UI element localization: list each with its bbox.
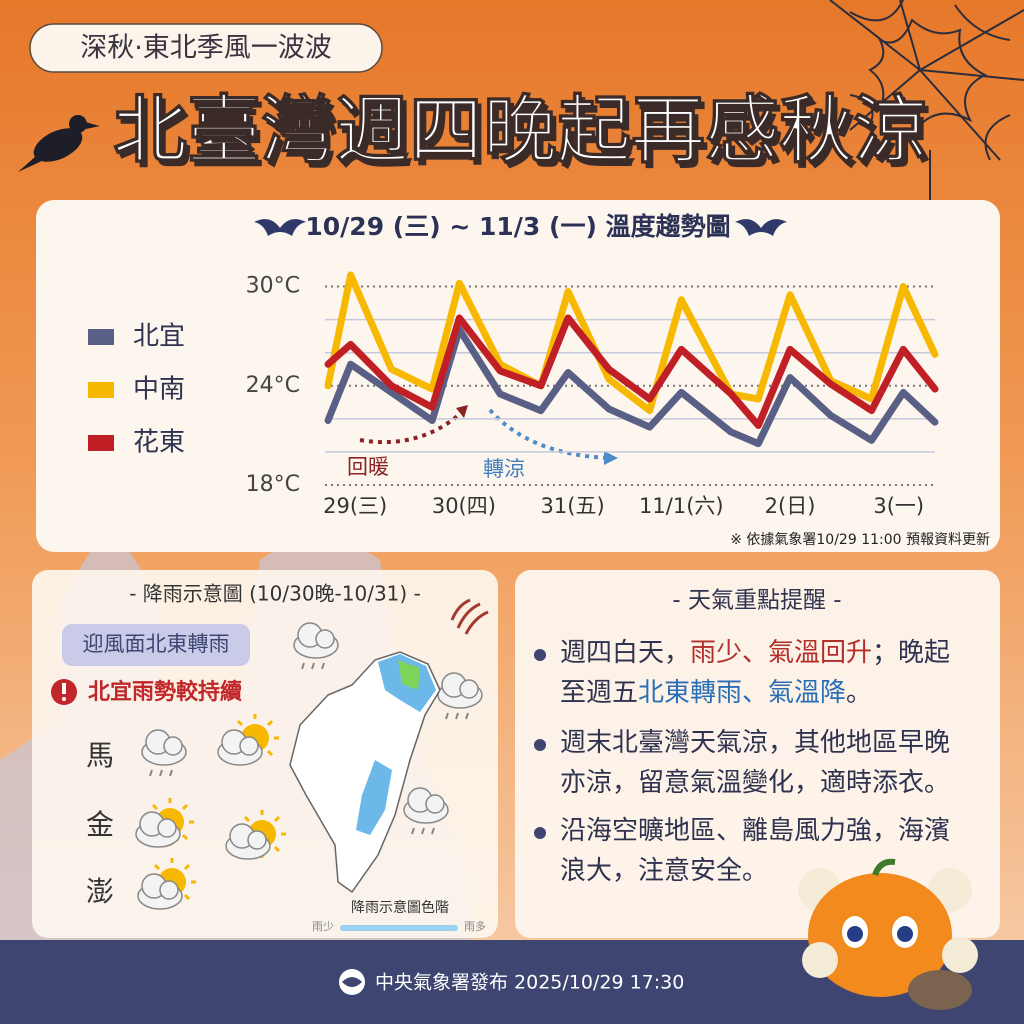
- pumpkin: [798, 858, 978, 1010]
- note-segment: 。: [846, 678, 873, 708]
- crow: [18, 115, 100, 172]
- legend-label: 中南: [133, 375, 185, 405]
- series-line: [324, 314, 939, 429]
- note-segment: 雨少、氣溫回升: [690, 638, 873, 668]
- note-segment: 北東轉雨、氣溫降: [638, 678, 847, 708]
- tag: 深秋·東北季風一波波: [80, 33, 332, 64]
- chart-title: 10/29 (三) ~ 11/3 (一) 溫度趨勢圖: [305, 212, 730, 241]
- cwa-logo-mark: [342, 977, 362, 987]
- bullet: [534, 739, 546, 751]
- y-tick-label: 30°C: [246, 274, 300, 299]
- alert: 北宜雨勢較持續: [88, 679, 242, 705]
- x-tick-label: 31(五): [541, 494, 605, 518]
- y-tick-label: 24°C: [246, 373, 300, 398]
- alert-icon-bar: [62, 683, 66, 694]
- island: 澎: [86, 875, 114, 908]
- rain-area-heavy: [398, 660, 420, 690]
- bat: [254, 219, 306, 236]
- x-tick-label: 29(三): [323, 494, 387, 518]
- notes-title: - 天氣重點提醒 -: [672, 588, 841, 614]
- rain-title: - 降雨示意圖 (10/30晚-10/31) -: [129, 582, 421, 606]
- taiwan-map: [289, 651, 441, 894]
- series-line: [324, 271, 939, 415]
- wind-icon: [450, 598, 489, 635]
- legend-swatch: [88, 329, 114, 345]
- x-tick-label: 11/1(六): [639, 494, 724, 518]
- scale-high: 雨多: [464, 919, 486, 933]
- scale-low: 雨少: [312, 920, 334, 933]
- title-shadow: 北臺灣週四晚起再感秋涼: [117, 93, 931, 179]
- note-segment: ；晚起至週五: [560, 638, 951, 708]
- legend-label: 花東: [133, 428, 185, 458]
- bullet: [534, 827, 546, 839]
- alert-icon-dot: [62, 697, 66, 701]
- island: 馬: [86, 739, 114, 772]
- annotation: 回暖: [347, 455, 389, 479]
- legend-label: 北宜: [133, 322, 185, 352]
- warm-arrow: [359, 410, 464, 445]
- title: 北臺灣週四晚起再感秋涼: [113, 88, 927, 174]
- annotation: 轉涼: [483, 457, 525, 481]
- scale-bar: [340, 925, 458, 931]
- note-segment: 週末北臺灣天氣涼，其他地區早晚亦涼，留意氣溫變化，適時添衣。: [560, 728, 951, 798]
- note: 週四白天，雨少、氣溫回升；晚起至週五北東轉雨、氣溫降。: [560, 633, 960, 713]
- footer: 中央氣象署發布 2025/10/29 17:30: [375, 972, 684, 994]
- island: 金: [86, 808, 114, 841]
- legend-swatch: [88, 435, 114, 451]
- badge: [62, 624, 250, 666]
- warm-arrowhead: [456, 405, 468, 418]
- x-tick-label: 2(日): [765, 494, 816, 518]
- note: 週末北臺灣天氣涼，其他地區早晚亦涼，留意氣溫變化，適時添衣。: [560, 723, 960, 803]
- bat: [735, 219, 787, 236]
- note-segment: 週四白天，: [560, 638, 691, 668]
- note-segment: 沿海空曠地區、離島風力強，海濱浪大，注意安全。: [560, 816, 951, 886]
- chart-note: ※ 依據氣象署10/29 11:00 預報資料更新: [730, 532, 990, 548]
- badge-text: 迎風面北東轉雨: [83, 632, 230, 656]
- rain-area: [356, 760, 392, 835]
- scale-title: 降雨示意圖色階: [351, 899, 449, 916]
- cool-arrowhead: [604, 451, 618, 465]
- y-tick-label: 18°C: [246, 472, 300, 497]
- series-line: [324, 326, 939, 448]
- x-tick-label: 3(一): [873, 494, 924, 518]
- tag-pill: [29, 23, 383, 73]
- legend-swatch: [88, 382, 114, 398]
- note: 沿海空曠地區、離島風力強，海濱浪大，注意安全。: [560, 811, 960, 891]
- x-tick-label: 30(四): [432, 494, 496, 518]
- bullet: [534, 649, 546, 661]
- notes-card: [515, 570, 1000, 938]
